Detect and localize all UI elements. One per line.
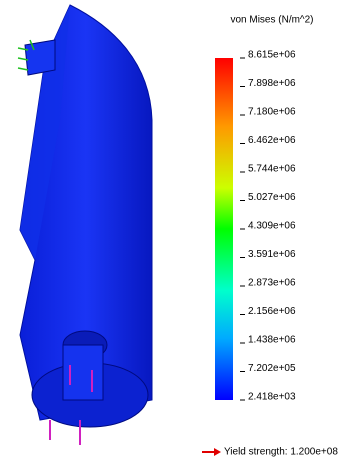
- yield-strength: Yield strength: 1.200e+08: [224, 447, 338, 458]
- legend-label: 8.615e+06: [248, 50, 296, 61]
- legend-label: 7.898e+06: [248, 78, 296, 89]
- legend-label: 7.180e+06: [248, 107, 296, 118]
- legend-label: 4.309e+06: [248, 221, 296, 232]
- legend-label: 6.462e+06: [248, 135, 296, 146]
- legend-label: 3.591e+06: [248, 249, 296, 260]
- page: von Mises (N/m^2) 8.615e+06 7.898e+06 7.18…: [0, 0, 346, 466]
- legend-label: 7.202e+05: [248, 363, 296, 374]
- legend-label: 1.438e+06: [248, 335, 296, 346]
- legend-title: von Mises (N/m^2): [230, 15, 313, 26]
- legend-label: 5.027e+06: [248, 192, 296, 203]
- legend-labels: 8.615e+06 7.898e+06 7.180e+06 6.462e+06 5.74…: [240, 50, 296, 403]
- stress-plot: von Mises (N/m^2) 8.615e+06 7.898e+06 7.18…: [0, 0, 346, 466]
- legend-label: 2.873e+06: [248, 278, 296, 289]
- legend-label: 2.418e+03: [248, 392, 296, 403]
- color-bar: [215, 58, 233, 400]
- yield-marker: [202, 448, 221, 456]
- model: [18, 5, 152, 445]
- legend-label: 2.156e+06: [248, 306, 296, 317]
- legend-label: 5.744e+06: [248, 164, 296, 175]
